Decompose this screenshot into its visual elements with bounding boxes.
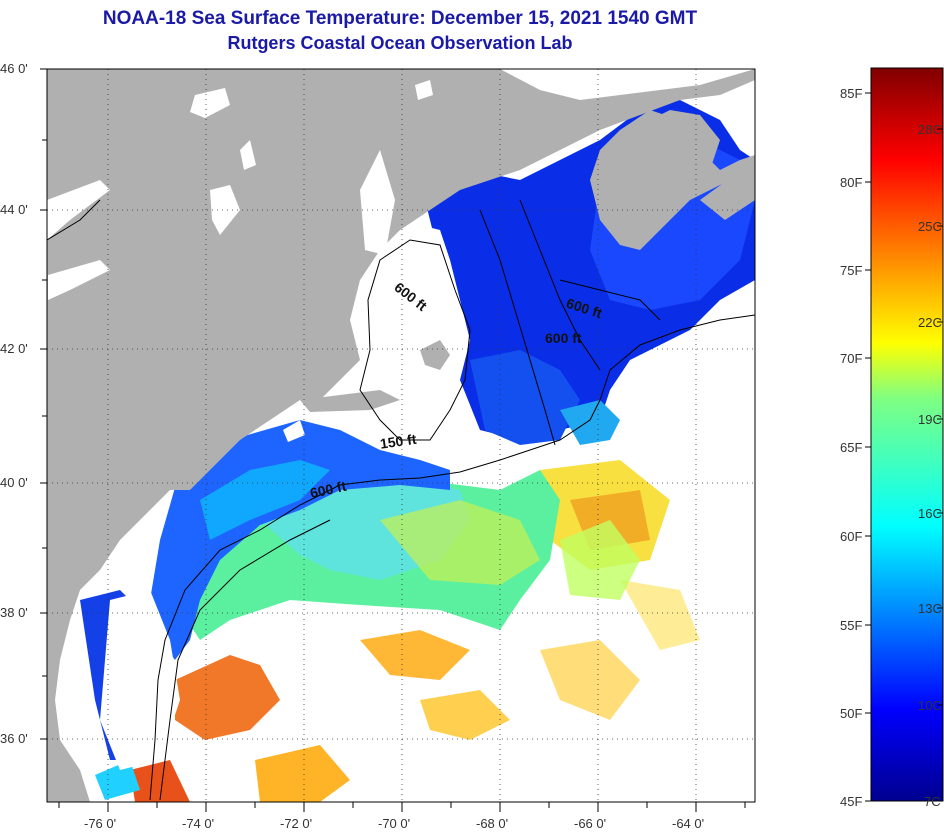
- bathymetry-contours: [47, 199, 755, 801]
- chart-title: NOAA-18 Sea Surface Temperature: Decembe…: [102, 8, 698, 29]
- cloud-gulf: [340, 220, 470, 440]
- cb-c-22: 22C: [918, 315, 942, 330]
- lon-label-70: -70 0': [378, 816, 410, 831]
- lon-label-68: -68 0': [476, 816, 508, 831]
- lat-label-40: 40 0': [0, 475, 28, 490]
- map-frame: [46, 68, 756, 803]
- cb-f-65: 65F: [840, 440, 862, 455]
- map-area: 600 ft 600 ft 600 ft 150 ft 600 ft: [47, 69, 755, 802]
- cb-f-80: 80F: [840, 175, 862, 190]
- lon-label-64: -64 0': [672, 816, 704, 831]
- contour-label-4: 150 ft: [379, 431, 418, 452]
- cb-c-16: 16C: [918, 506, 942, 521]
- cb-f-55: 55F: [840, 618, 862, 633]
- coastal-cold-water: [150, 420, 450, 660]
- cb-f-85: 85F: [840, 86, 862, 101]
- cb-f-50: 50F: [840, 706, 862, 721]
- cb-f-75: 75F: [840, 263, 862, 278]
- chart-subtitle: Rutgers Coastal Ocean Observation Lab: [227, 33, 573, 53]
- contour-label-5: 600 ft: [309, 478, 348, 501]
- cb-c-7: 7C: [924, 794, 941, 809]
- lon-label-76: -76 0': [84, 816, 116, 831]
- lon-label-66: -66 0': [574, 816, 606, 831]
- lat-label-38: 38 0': [0, 605, 28, 620]
- lon-label-74: -74 0': [182, 816, 214, 831]
- graticule: [47, 69, 755, 802]
- colorbar: [870, 67, 944, 802]
- contour-label-3: 600 ft: [545, 330, 582, 346]
- left-ticks: [40, 68, 47, 740]
- lat-label-36: 36 0': [0, 731, 28, 746]
- lat-label-44: 44 0': [0, 202, 28, 217]
- colorbar-ticks: [865, 92, 943, 802]
- land-lakes: [47, 80, 433, 442]
- cb-f-45: 45F: [840, 794, 862, 809]
- cb-f-70: 70F: [840, 351, 862, 366]
- bottom-ticks: [58, 802, 746, 812]
- cb-c-10: 10C: [918, 698, 942, 713]
- cb-c-19: 19C: [918, 412, 942, 427]
- cb-f-60: 60F: [840, 529, 862, 544]
- cb-c-13: 13C: [918, 601, 942, 616]
- land-us-coast: [47, 69, 755, 802]
- lon-label-72: -72 0': [280, 816, 312, 831]
- lat-label-46: 46 0': [0, 61, 28, 76]
- cb-c-25: 25C: [918, 219, 942, 234]
- cb-c-28: 28C: [918, 122, 942, 137]
- lat-label-42: 42 0': [0, 341, 28, 356]
